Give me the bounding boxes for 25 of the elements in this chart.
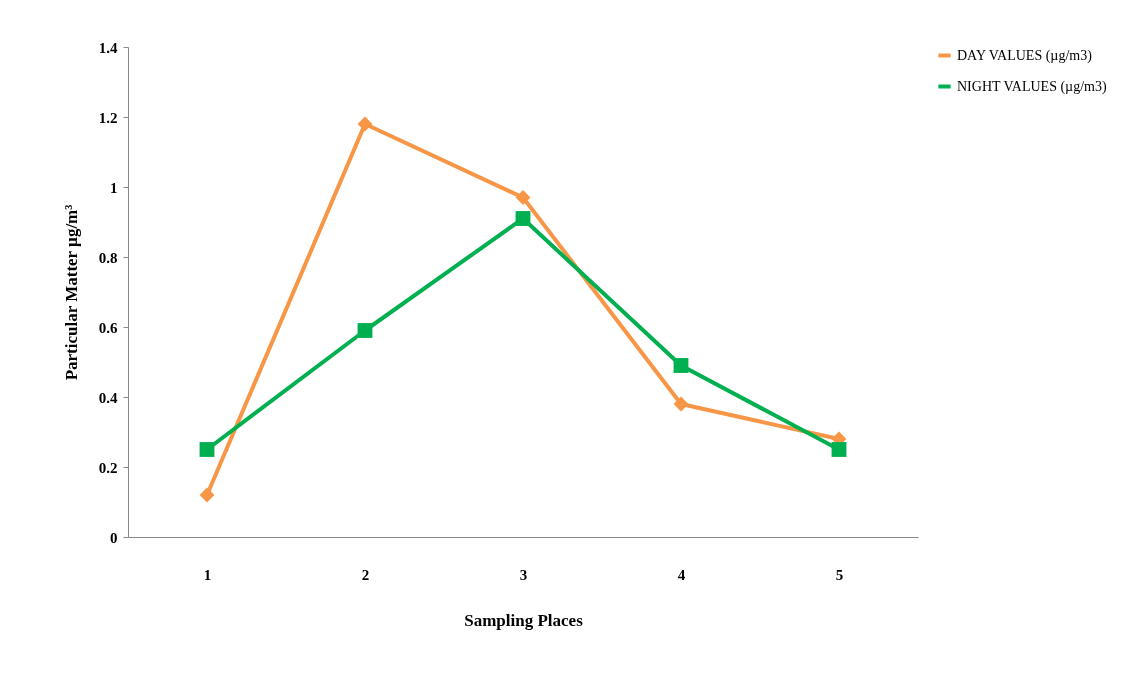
point [199, 442, 215, 457]
point [673, 358, 689, 373]
y-tick-label: 0.8 [98, 249, 118, 266]
y-tick-label: 1.2 [98, 109, 118, 126]
x-tick-label: 4 [677, 566, 686, 583]
point [831, 442, 847, 457]
legend-label: NIGHT VALUES (µg/m3) [957, 78, 1107, 95]
y-axis-title: Particular Matter µg/m³ [61, 204, 81, 381]
y-tick-label: 0.4 [98, 389, 118, 406]
point [357, 116, 373, 132]
x-tick-label: 5 [835, 566, 844, 583]
point [199, 487, 215, 503]
x-tick-label: 3 [519, 566, 528, 583]
y-tick-label: 0.6 [98, 319, 118, 336]
point [673, 396, 689, 412]
point [357, 323, 373, 338]
x-tick-label: 1 [203, 566, 212, 583]
point [515, 211, 531, 226]
y-tick-label: 1 [110, 179, 118, 196]
y-tick-label: 0 [110, 529, 118, 546]
y-tick-label: 1.4 [98, 39, 118, 56]
x-tick-label: 2 [361, 566, 370, 583]
x-axis-title: Sampling Places [464, 610, 584, 630]
legend-label: DAY VALUES (µg/m3) [957, 47, 1093, 64]
y-tick-label: 0.2 [98, 459, 118, 476]
